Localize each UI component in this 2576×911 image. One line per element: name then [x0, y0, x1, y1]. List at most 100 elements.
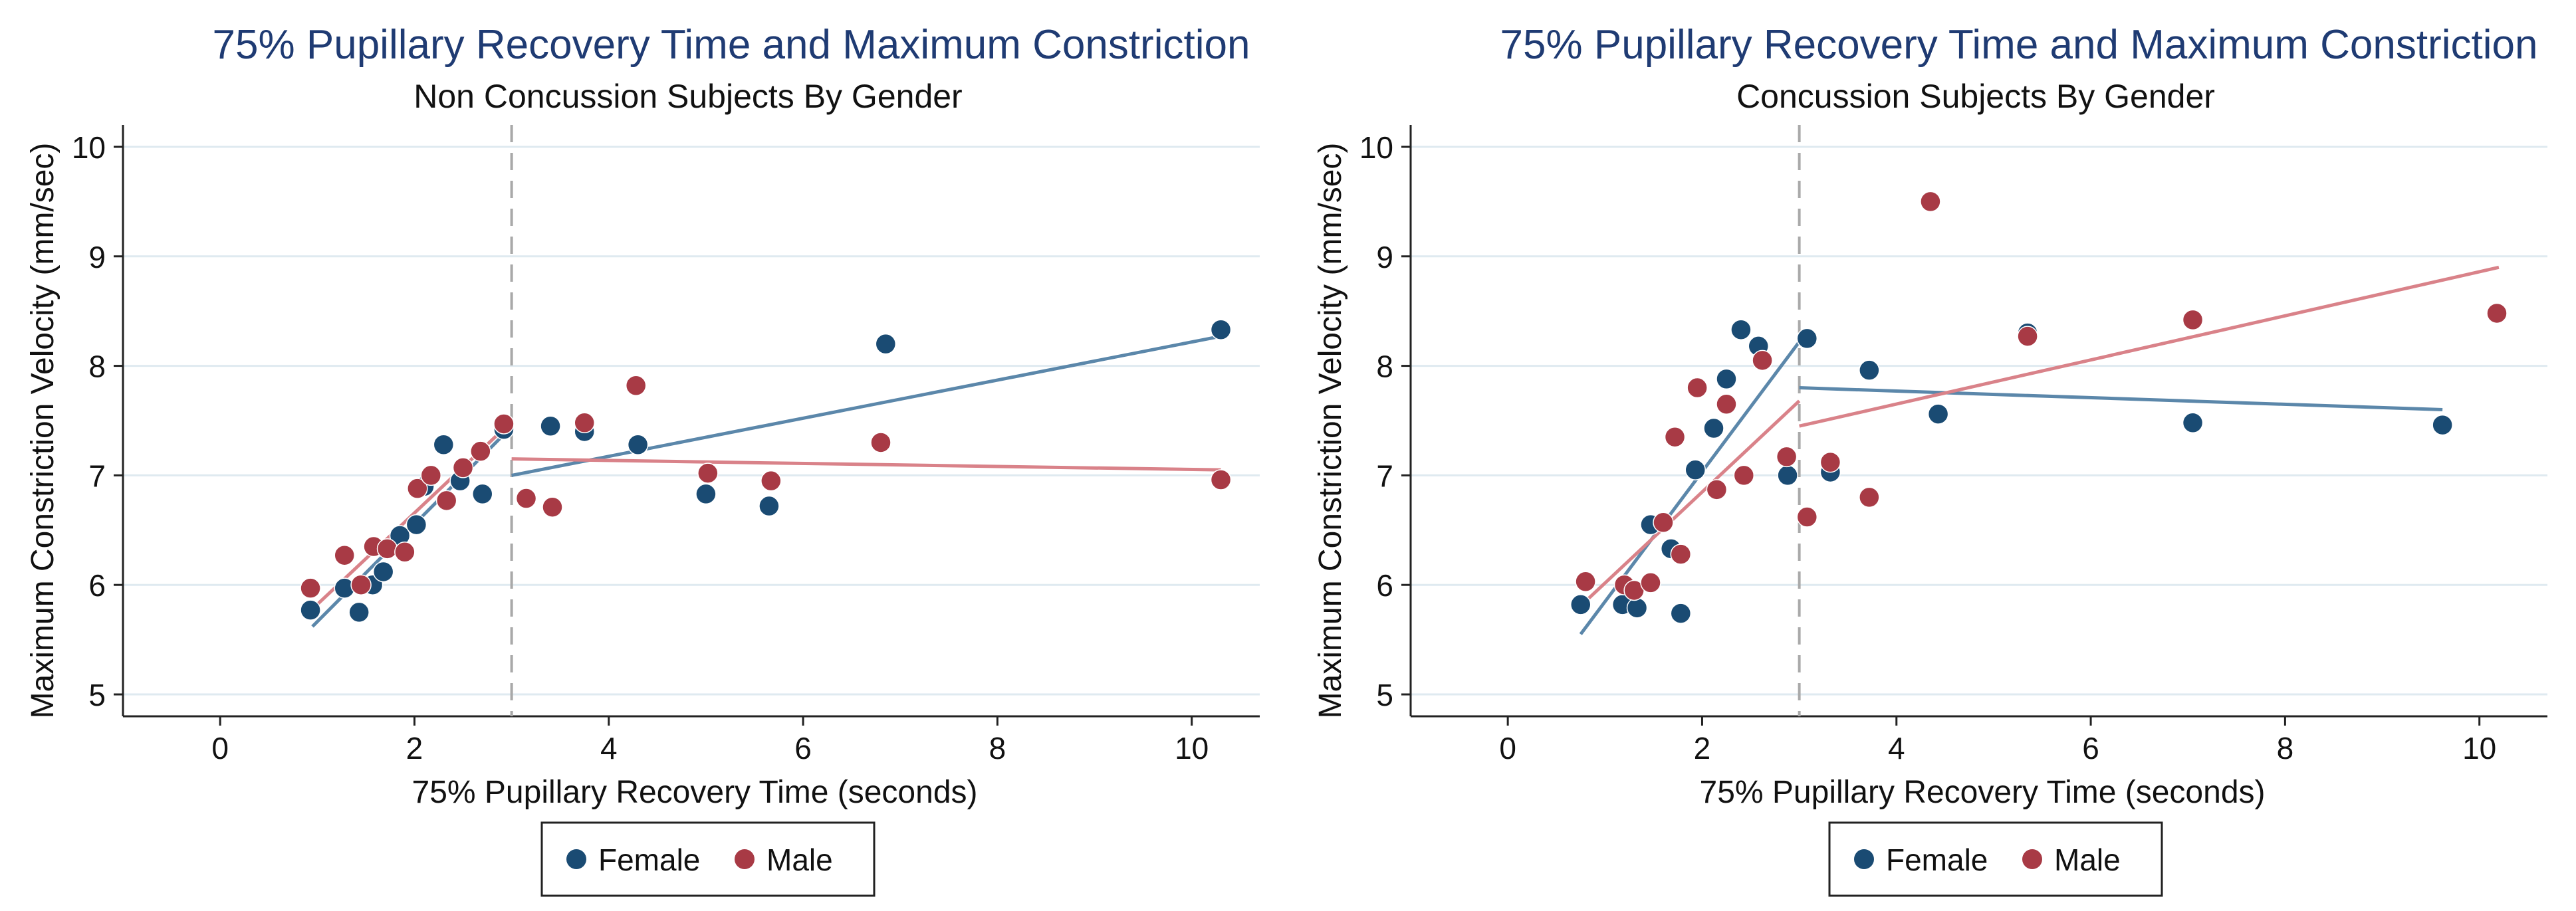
point-male — [470, 441, 491, 462]
chart-title: 75% Pupillary Recovery Time and Maximum … — [1500, 22, 2538, 68]
point-female — [1570, 594, 1591, 615]
y-tick-label: 8 — [88, 350, 106, 384]
point-female — [472, 483, 493, 505]
point-male — [435, 490, 457, 512]
point-male — [1796, 506, 1818, 528]
point-male — [1819, 451, 1841, 473]
y-tick-label: 5 — [1376, 678, 1393, 712]
chart-subtitle: Concussion Subjects By Gender — [1736, 78, 2215, 115]
legend-marker-female — [566, 849, 586, 869]
y-tick-label: 9 — [1376, 240, 1393, 274]
y-tick-label: 7 — [1376, 458, 1393, 493]
point-male — [407, 478, 428, 499]
chart-subtitle: Non Concussion Subjects By Gender — [413, 78, 962, 115]
y-axis-label: Maximum Constriction Velocity (mm/sec) — [25, 143, 60, 719]
point-female — [1716, 368, 1737, 390]
legend-label-female: Female — [1886, 843, 1988, 877]
chart-panel-non-concussion: 75% Pupillary Recovery Time and Maximum … — [25, 22, 1260, 897]
point-male — [1752, 350, 1773, 371]
point-male — [376, 538, 398, 559]
x-tick-label: 6 — [2082, 731, 2099, 765]
chart-title: 75% Pupillary Recovery Time and Maximum … — [213, 22, 1250, 68]
point-female — [1685, 459, 1706, 480]
y-tick-label: 6 — [1376, 568, 1393, 603]
y-tick-label: 10 — [1359, 130, 1393, 165]
legend-marker-male — [2022, 849, 2042, 869]
point-male — [350, 574, 372, 595]
x-tick-label: 4 — [600, 731, 618, 765]
point-male — [1210, 469, 1232, 490]
point-female — [1210, 319, 1232, 340]
x-tick-label: 2 — [406, 731, 423, 765]
point-male — [300, 577, 321, 599]
point-female — [1670, 603, 1692, 624]
fit-line-male — [511, 457, 1221, 472]
point-male — [420, 464, 442, 486]
x-tick-label: 8 — [989, 731, 1006, 765]
legend-label-female: Female — [598, 843, 700, 877]
x-tick-label: 0 — [1499, 731, 1516, 765]
point-male — [1687, 377, 1708, 399]
point-female — [348, 601, 370, 623]
x-tick-label: 10 — [2462, 731, 2496, 765]
chart-panel-concussion: 75% Pupillary Recovery Time and Maximum … — [1288, 0, 2575, 911]
point-female — [372, 561, 394, 583]
chart-svg: 75% Pupillary Recovery Time and Maximum … — [25, 22, 1260, 897]
x-tick-label: 6 — [794, 731, 812, 765]
point-female — [1703, 417, 1724, 439]
x-tick-label: 10 — [1175, 731, 1209, 765]
point-male — [542, 496, 563, 518]
point-male — [697, 462, 719, 484]
point-female — [540, 415, 561, 437]
point-male — [394, 542, 415, 563]
x-axis-label: 75% Pupillary Recovery Time (seconds) — [1700, 775, 2266, 810]
x-tick-label: 2 — [1694, 731, 1711, 765]
point-male — [1776, 446, 1798, 468]
y-tick-label: 5 — [88, 678, 106, 712]
point-male — [1706, 479, 1728, 500]
point-male — [334, 544, 355, 566]
point-female — [300, 599, 321, 621]
x-tick-label: 8 — [2277, 731, 2294, 765]
legend-box — [540, 821, 876, 897]
point-male — [1733, 464, 1755, 486]
point-female — [875, 333, 897, 355]
point-female — [627, 434, 649, 456]
point-male — [515, 488, 537, 509]
point-male — [870, 432, 891, 453]
point-female — [1796, 328, 1818, 350]
point-male — [1920, 191, 1941, 213]
chart-svg: 75% Pupillary Recovery Time and Maximum … — [1313, 22, 2547, 897]
y-tick-label: 7 — [88, 458, 106, 493]
y-tick-label: 6 — [88, 568, 106, 603]
point-male — [1653, 512, 1674, 534]
point-male — [1664, 426, 1686, 448]
point-male — [452, 457, 474, 478]
point-male — [493, 413, 515, 435]
point-male — [1640, 572, 1661, 593]
legend-marker-female — [1854, 849, 1874, 869]
y-tick-label: 8 — [1376, 350, 1393, 384]
x-tick-label: 4 — [1888, 731, 1905, 765]
point-female — [1927, 403, 1949, 425]
fit-line-female — [1799, 386, 2443, 412]
legend: Female Male — [1828, 821, 2163, 897]
point-female — [1859, 359, 1880, 381]
fit-line-male — [1799, 265, 2500, 428]
point-male — [2017, 326, 2038, 347]
point-male — [1575, 571, 1596, 593]
point-male — [1859, 486, 1880, 508]
point-male — [574, 412, 595, 434]
x-tick-label: 0 — [211, 731, 229, 765]
point-female — [1626, 597, 1648, 619]
point-female — [1777, 464, 1798, 486]
point-female — [759, 495, 780, 517]
legend-label-male: Male — [766, 843, 833, 877]
legend-label-male: Male — [2054, 843, 2121, 877]
point-male — [1670, 544, 1692, 565]
point-female — [1730, 319, 1752, 340]
point-female — [695, 483, 717, 505]
y-tick-label: 10 — [72, 130, 106, 165]
point-male — [2182, 309, 2204, 331]
